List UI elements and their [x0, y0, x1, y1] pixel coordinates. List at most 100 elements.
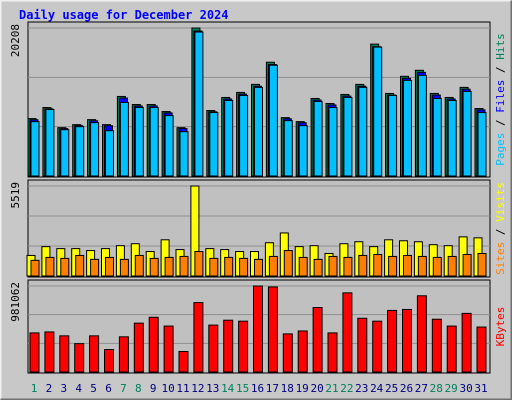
bar [60, 129, 70, 177]
bar [89, 335, 100, 373]
bar [164, 115, 174, 177]
x-tick-label: 19 [296, 382, 309, 395]
bar [312, 307, 323, 373]
bar [268, 255, 278, 277]
bar [224, 99, 234, 177]
legend: Sites / Visits [494, 182, 507, 275]
x-tick-label: 28 [430, 382, 443, 395]
legend-entry: KBytes [494, 307, 507, 347]
bar [90, 258, 100, 277]
bar [283, 120, 293, 177]
bar [476, 326, 487, 373]
legend-entry: Hits [494, 33, 507, 60]
bar [179, 131, 189, 177]
bar [268, 64, 278, 177]
bar [328, 107, 338, 177]
bar [59, 335, 70, 373]
x-tick-label: 16 [251, 382, 264, 395]
bar [298, 125, 308, 177]
bar [105, 256, 114, 277]
bar [119, 258, 129, 277]
bar [431, 318, 442, 373]
bar [343, 96, 353, 177]
bar [372, 320, 383, 373]
x-tick-label: 2 [46, 382, 53, 395]
bar [208, 324, 219, 373]
bar [402, 308, 412, 373]
bar [417, 74, 427, 177]
bar [194, 31, 204, 177]
x-tick-label: 4 [75, 382, 82, 395]
bar [44, 331, 55, 373]
bar [45, 256, 55, 277]
bar [179, 255, 189, 277]
bar [267, 286, 278, 373]
bar [254, 258, 263, 277]
legend: KBytes [494, 307, 507, 347]
x-tick-label: 21 [325, 382, 338, 395]
x-tick-label: 6 [105, 382, 112, 395]
bar [358, 86, 368, 177]
x-tick-label: 1 [31, 382, 38, 395]
bar [60, 257, 70, 277]
x-tick-label: 8 [135, 382, 142, 395]
bar [388, 255, 398, 277]
bar [357, 317, 368, 373]
x-tick-label: 3 [60, 382, 67, 395]
bar [223, 319, 234, 373]
legend: Pages / Files / Hits [494, 33, 507, 166]
bar [388, 94, 398, 177]
chart-title: Daily usage for December 2024 [19, 8, 229, 22]
bar [477, 112, 487, 177]
y-tick-label: 5519 [9, 182, 22, 209]
bar [417, 255, 427, 277]
x-tick-label: 18 [281, 382, 294, 395]
bar [313, 100, 323, 177]
bar [373, 253, 383, 277]
x-tick-label: 31 [474, 382, 487, 395]
bar [327, 332, 338, 373]
bar [447, 99, 457, 177]
x-tick-label: 11 [176, 382, 189, 395]
x-tick-label: 23 [355, 382, 368, 395]
bar [148, 316, 159, 373]
x-tick-label: 20 [310, 382, 323, 395]
y-tick-label: 20208 [9, 24, 22, 57]
bar [254, 86, 263, 177]
bar [239, 257, 249, 277]
bar [403, 254, 412, 277]
legend-separator: / [494, 222, 507, 242]
bar [75, 126, 85, 177]
x-tick-label: 9 [150, 382, 157, 395]
x-tick-label: 5 [90, 382, 97, 395]
legend-entry: Files [494, 80, 507, 113]
x-tick-label: 22 [340, 382, 353, 395]
bar [387, 309, 398, 373]
bar [30, 121, 40, 177]
bar [282, 333, 293, 373]
bar [253, 285, 263, 373]
x-tick-label: 27 [415, 382, 428, 395]
bar [477, 252, 487, 277]
bar [462, 90, 472, 177]
bar [90, 122, 100, 177]
bar [163, 325, 174, 373]
legend-entry: Visits [494, 182, 507, 222]
bar [118, 336, 129, 373]
bar [194, 251, 204, 277]
y-tick-label: 981062 [9, 282, 22, 322]
bar [343, 256, 353, 277]
legend-entry: Pages [494, 133, 507, 166]
bar [164, 256, 174, 277]
bar [105, 130, 114, 177]
bar [313, 258, 323, 277]
x-tick-label: 30 [459, 382, 472, 395]
bar [358, 254, 368, 277]
bar [29, 332, 40, 373]
bar [432, 256, 442, 277]
bar [30, 259, 40, 277]
x-tick-label: 14 [221, 382, 235, 395]
bar [45, 109, 55, 177]
x-tick-label: 25 [385, 382, 398, 395]
